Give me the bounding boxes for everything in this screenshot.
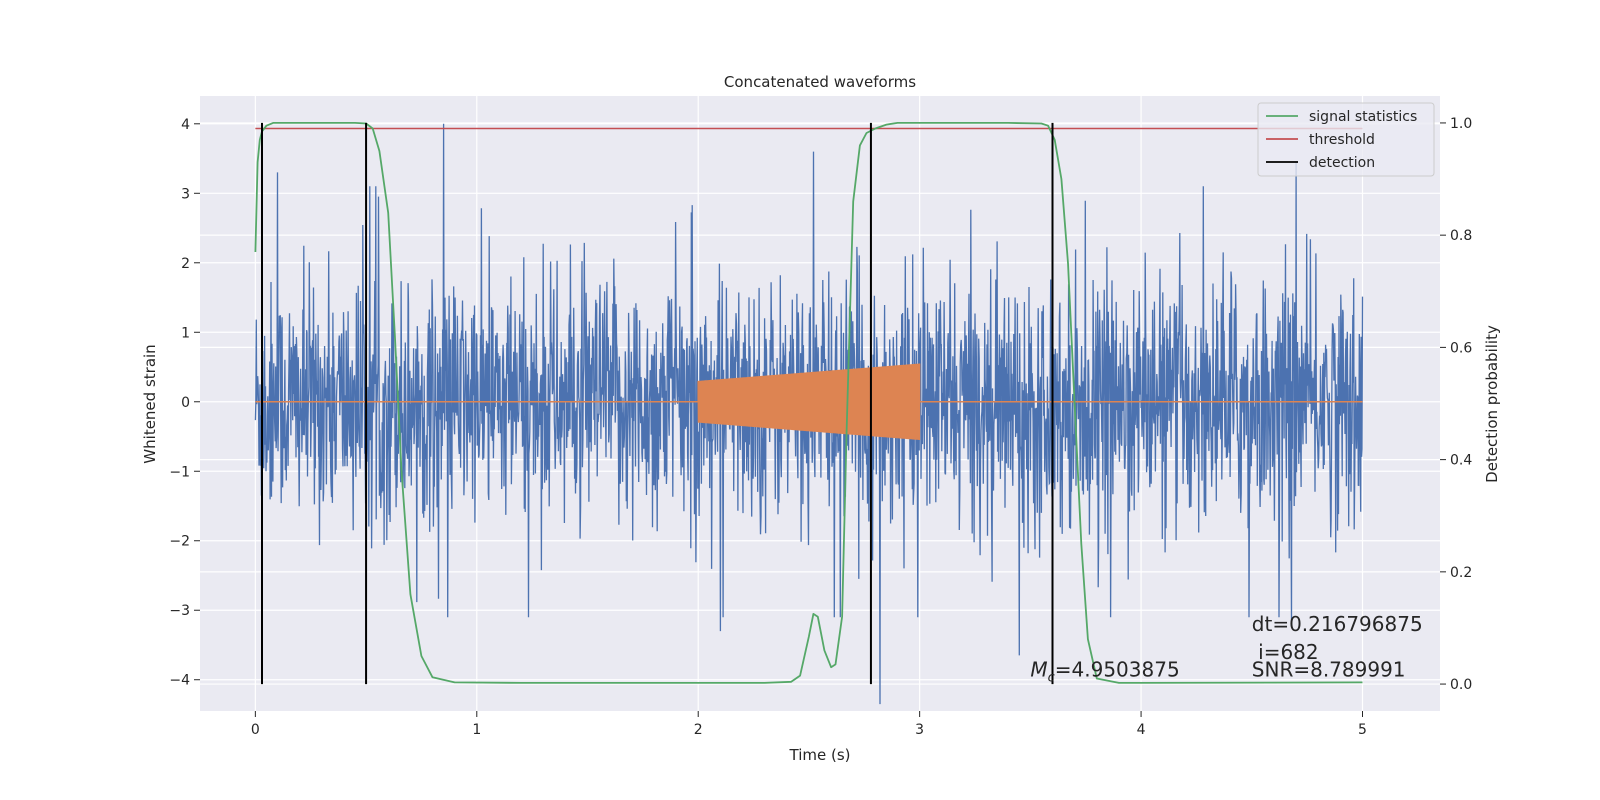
y2-tick-label: 0.2 <box>1450 565 1472 581</box>
x-tick-label: 5 <box>1358 722 1367 738</box>
chart-title: Concatenated waveforms <box>724 73 916 91</box>
legend-label-detection: detection <box>1309 155 1375 171</box>
template-line <box>255 363 1363 441</box>
y2-tick-label: 1.0 <box>1450 116 1472 132</box>
y-tick-label: 1 <box>181 325 190 341</box>
y-tick-label: −1 <box>169 464 190 480</box>
annotation-snr: SNR=8.789991 <box>1252 657 1406 681</box>
annotation-chirp-mass: Mc=4.9503875 <box>1030 657 1179 685</box>
y-tick-label: 2 <box>181 256 190 272</box>
y-tick-label: 4 <box>181 117 190 133</box>
y-tick-label: −2 <box>169 534 190 550</box>
annotation-index: i=682 <box>1252 640 1319 664</box>
legend: signal statistics threshold detection <box>1257 102 1435 177</box>
annotation-chirp-mass-value: =4.9503875 <box>1055 657 1180 681</box>
annotations: Mc=4.9503875 dt=0.216796875 i=682 SNR=8.… <box>1030 612 1422 685</box>
series-layer <box>254 122 1364 705</box>
y-tick-label: 3 <box>181 186 190 202</box>
x-tick-label: 0 <box>251 722 260 738</box>
annotation-chirp-mass-symbol: M <box>1030 657 1047 681</box>
y2-tick-label: 0.6 <box>1450 340 1472 356</box>
annotation-dt: dt=0.216796875 <box>1252 612 1423 636</box>
legend-label-signal-statistics: signal statistics <box>1309 109 1417 125</box>
legend-box <box>1257 102 1435 177</box>
y-tick-label: 0 <box>181 395 190 411</box>
axes: 0 1 2 3 4 5 −4 −3 −2 −1 0 1 2 3 4 0.0 0.2 0.4 0.6 0.8 1.0 <box>169 116 1472 738</box>
y2-tick-label: 0.0 <box>1450 677 1472 693</box>
x-tick-label: 3 <box>915 722 924 738</box>
signal-statistics-line <box>254 122 1363 684</box>
y2-axis-label: Detection probability <box>1483 325 1501 483</box>
y-tick-label: −3 <box>169 603 190 619</box>
y-axis-label: Whitened strain <box>141 344 159 463</box>
x-tick-label: 4 <box>1137 722 1146 738</box>
x-tick-label: 1 <box>472 722 481 738</box>
annotation-chirp-mass-subscript: c <box>1048 670 1055 685</box>
x-tick-label: 2 <box>694 722 703 738</box>
y2-tick-label: 0.8 <box>1450 228 1472 244</box>
y2-tick-label: 0.4 <box>1450 453 1472 469</box>
legend-label-threshold: threshold <box>1309 132 1375 148</box>
x-axis-label: Time (s) <box>789 746 851 764</box>
y-tick-label: −4 <box>169 673 190 689</box>
